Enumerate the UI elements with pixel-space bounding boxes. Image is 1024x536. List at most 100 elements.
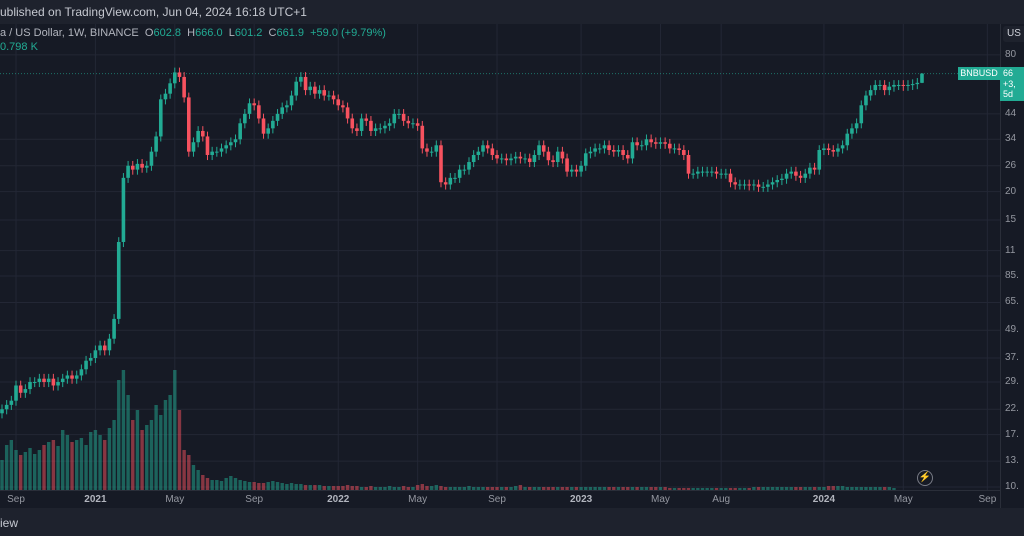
volume-bar — [864, 487, 868, 490]
volume-bar — [70, 442, 74, 490]
volume-bar — [467, 486, 471, 490]
volume-bar — [560, 487, 565, 490]
volume-bar — [439, 486, 443, 490]
price-tick-label: 10. — [1005, 481, 1019, 492]
candle-body — [247, 103, 252, 114]
candle-body — [896, 84, 901, 86]
candle-body — [826, 148, 831, 151]
ohlc-legend: a / US Dollar, 1W, BINANCE O602.8 H666.0… — [0, 27, 386, 39]
candle-body — [383, 125, 387, 129]
time-tick-label: 2022 — [327, 494, 350, 505]
volume-bar — [42, 445, 46, 490]
candle-body — [710, 171, 714, 173]
candle-body — [728, 173, 733, 183]
candle-body — [868, 90, 873, 96]
candle-body — [551, 160, 555, 163]
volume-bar — [672, 488, 677, 490]
candle-body — [840, 145, 845, 149]
candle-body — [65, 375, 70, 379]
candle-body — [583, 153, 588, 166]
volume-bar — [93, 430, 98, 490]
lightning-icon[interactable]: ⚡ — [917, 470, 933, 486]
candle-body — [140, 163, 144, 168]
candle-body — [532, 154, 537, 163]
candle-body — [60, 378, 65, 383]
volume-bar — [191, 465, 196, 490]
candle-body — [467, 162, 471, 170]
candle-body — [625, 154, 630, 159]
volume-bar — [728, 488, 733, 490]
volume-bar — [266, 482, 270, 490]
volume-bar — [47, 442, 51, 490]
candlestick-chart[interactable] — [0, 24, 1000, 490]
candle-body — [14, 385, 18, 401]
time-tick-label: May — [408, 494, 428, 505]
volume-bar — [565, 487, 569, 490]
currency-label[interactable]: US — [1003, 26, 1024, 42]
volume-bar — [747, 488, 751, 490]
volume-bar — [341, 486, 345, 490]
volume-bar — [887, 487, 891, 490]
volume-bar — [187, 455, 191, 490]
candle-body — [668, 143, 672, 149]
volume-bar — [588, 487, 593, 490]
volume-bar — [635, 487, 639, 490]
price-axis[interactable]: US 80 44 34 26 20 15 11 85. 65. 49. 37. 29. 22. 17. 13… — [1000, 24, 1024, 508]
volume-bar — [383, 487, 387, 490]
volume-bar — [789, 487, 793, 490]
volume-bar — [163, 400, 168, 490]
candle-body — [485, 145, 490, 149]
time-tick-label: Sep — [7, 494, 25, 505]
volume-bar — [359, 487, 364, 490]
time-axis[interactable]: Sep 2021 May Sep 2022 May Sep 2023 May Aug 2024 May… — [0, 490, 1000, 509]
price-tick-label: 85. — [1005, 269, 1019, 281]
volume-bar — [705, 488, 709, 490]
candle-body — [168, 83, 172, 94]
volume-bar — [579, 487, 583, 490]
candle-body — [439, 145, 443, 183]
volume-bar — [415, 485, 420, 490]
price-tick-label: 49. — [1005, 324, 1019, 336]
candle-body — [742, 184, 747, 186]
volume-bar — [182, 450, 186, 490]
candle-body — [130, 165, 135, 170]
candle-body — [499, 158, 504, 160]
volume-bar — [140, 430, 144, 490]
volume-bar — [714, 488, 719, 490]
footer-text: iew — [0, 516, 19, 530]
time-tick-label: 2021 — [84, 494, 107, 505]
candle-body — [23, 389, 28, 393]
time-tick-label: May — [651, 494, 670, 505]
volume-bar — [205, 478, 210, 490]
volume-bar — [490, 487, 495, 490]
volume-bar — [574, 487, 579, 490]
volume-bar — [724, 488, 728, 490]
candle-body — [654, 142, 658, 144]
open-label: O — [144, 27, 154, 39]
volume-bar — [397, 487, 401, 490]
volume-bar — [845, 487, 849, 490]
symbol-tag: BNBUSD — [958, 67, 1000, 80]
candle-body — [238, 123, 242, 140]
candle-body — [920, 73, 924, 83]
volume-bar — [504, 487, 509, 490]
candle-body — [448, 177, 453, 185]
candle-body — [733, 182, 737, 185]
candle-body — [658, 142, 663, 144]
volume-bar — [14, 450, 18, 490]
candle-body — [850, 128, 854, 134]
volume-bar — [173, 370, 177, 490]
close-value: 661.9 — [276, 27, 304, 39]
candle-body — [88, 357, 93, 361]
candle-body — [453, 177, 457, 179]
volume-bar — [766, 487, 770, 490]
candle-body — [331, 95, 336, 100]
volume-bar — [84, 445, 88, 490]
volume-bar — [168, 395, 172, 490]
volume-bar — [131, 420, 135, 490]
candle-body — [51, 378, 56, 386]
candle-body — [518, 156, 523, 159]
candle-body — [98, 345, 102, 351]
price-tick-label: 65. — [1005, 296, 1019, 308]
volume-bar — [23, 452, 28, 490]
